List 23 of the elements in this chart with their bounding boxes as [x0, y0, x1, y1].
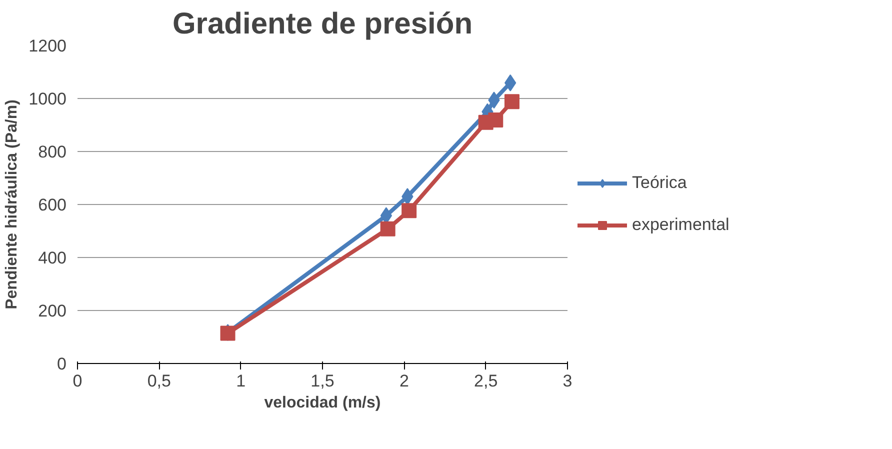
legend-label: Teórica — [632, 173, 687, 193]
x-tick-label: 1,5 — [310, 372, 334, 390]
x-tick-label: 0,5 — [147, 372, 171, 390]
legend-label: experimental — [632, 215, 730, 235]
x-tick-label: 3 — [562, 372, 572, 390]
point — [402, 203, 417, 218]
y-tick-label: 1200 — [28, 36, 67, 56]
point — [488, 112, 504, 128]
x-tick-label: 2,5 — [474, 372, 498, 390]
y-tick-label: 600 — [38, 196, 67, 214]
x-axis-title: velocidad (m/s) — [264, 394, 381, 412]
y-tick-label: 400 — [38, 248, 67, 268]
y-axis-title: Pendiente hidráulica (Pa/m) — [4, 100, 21, 310]
point — [504, 94, 520, 110]
point — [380, 221, 396, 236]
x-tick-label: 0 — [72, 372, 82, 390]
chart-title: Gradiente de presión — [172, 8, 473, 40]
y-tick-label: 800 — [38, 142, 67, 162]
x-tick-label: 2 — [399, 372, 409, 390]
x-tick-label: 1 — [236, 372, 246, 390]
y-tick-label: 1000 — [28, 90, 67, 108]
y-tick-label: 200 — [38, 302, 67, 320]
y-tick-label: 0 — [57, 354, 67, 374]
